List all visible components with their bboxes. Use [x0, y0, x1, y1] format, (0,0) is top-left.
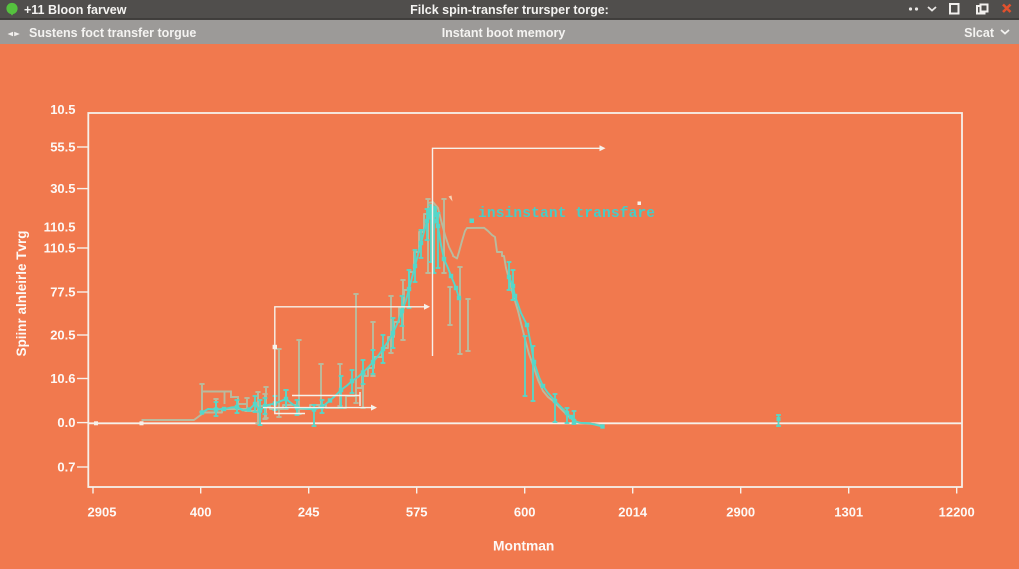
svg-text:10.5: 10.5 [50, 102, 75, 117]
svg-text:20.5: 20.5 [50, 328, 75, 343]
svg-text:10.6: 10.6 [50, 371, 75, 386]
svg-text:110.5: 110.5 [44, 241, 76, 256]
svg-text:0.0: 0.0 [57, 415, 75, 430]
svg-text:600: 600 [514, 505, 536, 520]
svg-text:575: 575 [406, 505, 428, 520]
svg-text:2905: 2905 [88, 505, 117, 520]
svg-text:30.5: 30.5 [50, 181, 75, 196]
svg-text:1301: 1301 [834, 505, 863, 520]
svg-text:245: 245 [298, 505, 320, 520]
svg-text:12200: 12200 [939, 505, 975, 520]
svg-text:55.5: 55.5 [50, 140, 75, 155]
svg-text:110.5: 110.5 [44, 220, 76, 235]
svg-text:2900: 2900 [726, 505, 755, 520]
svg-text:0.7: 0.7 [57, 460, 75, 475]
svg-text:77.5: 77.5 [50, 285, 75, 300]
svg-text:insinstant transfare: insinstant transfare [478, 206, 655, 222]
svg-text:400: 400 [190, 505, 212, 520]
svg-text:Spiinr alnleirle Tvrg: Spiinr alnleirle Tvrg [14, 230, 29, 356]
svg-text:2014: 2014 [618, 505, 648, 520]
svg-text:Montman: Montman [493, 539, 554, 554]
